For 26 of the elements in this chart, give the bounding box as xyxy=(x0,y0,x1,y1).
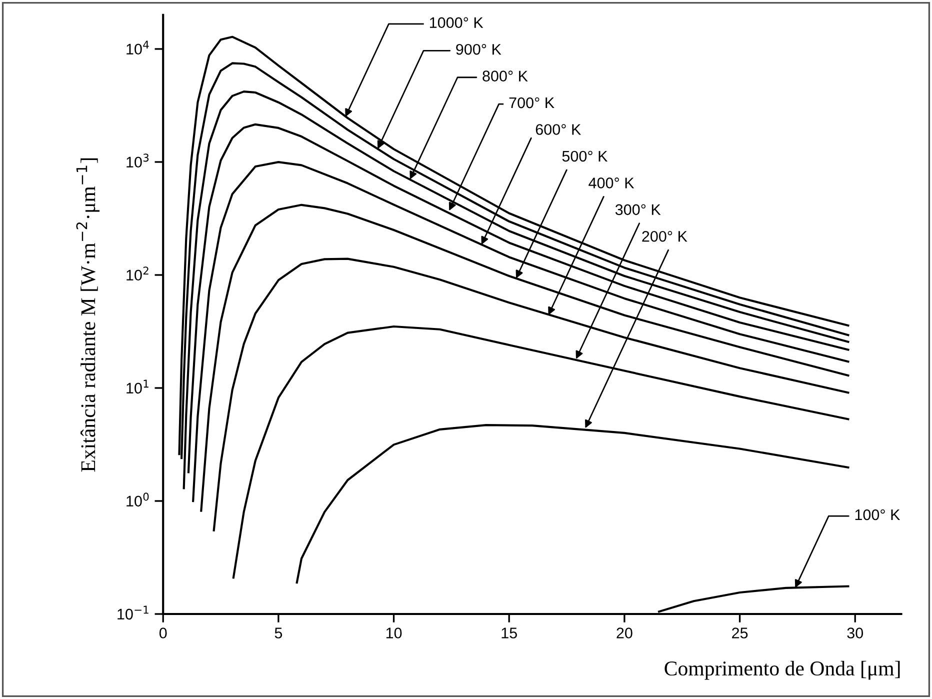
x-tick-label: 25 xyxy=(732,628,748,638)
x-tick-label: 20 xyxy=(616,628,632,638)
y-tick-label: 10$^{3}$ xyxy=(126,154,149,168)
annotation: 100° K xyxy=(855,509,900,520)
x-tick-label: 15 xyxy=(502,628,517,638)
y-axis-title: Exitância radiante M [W·m$^{−2}$·μm$^{−1}$] xyxy=(76,158,100,472)
x-tick-label: 10 xyxy=(386,628,402,638)
annotation: 700° K xyxy=(509,97,554,108)
y-tick-label: 10$^{4}$ xyxy=(126,40,149,55)
annotation: 500° K xyxy=(562,150,608,162)
y-tick-label: 10$^{1}$ xyxy=(126,380,148,394)
annotation: 900° K xyxy=(456,44,502,55)
line-series xyxy=(192,161,850,502)
x-axis-title: Comprimento de Onda [μm] xyxy=(664,660,900,680)
annotation: 400° K xyxy=(588,178,634,188)
x-tick-label: 30 xyxy=(847,628,864,638)
annotation: 300° K xyxy=(615,204,661,216)
y-tick-label: 10$^{2}$ xyxy=(126,266,148,281)
annotation: 200° K xyxy=(642,230,688,242)
annotation: 600° K xyxy=(536,124,581,135)
x-tick-label: 0 xyxy=(159,628,167,638)
x-tick-label: 5 xyxy=(274,628,282,638)
y-tick-label: 10$^{−1}$ xyxy=(118,606,148,620)
y-tick-label: 10$^{0}$ xyxy=(126,492,149,507)
annotation: 800° K xyxy=(482,70,528,82)
annotation: 1000° K xyxy=(430,17,484,28)
